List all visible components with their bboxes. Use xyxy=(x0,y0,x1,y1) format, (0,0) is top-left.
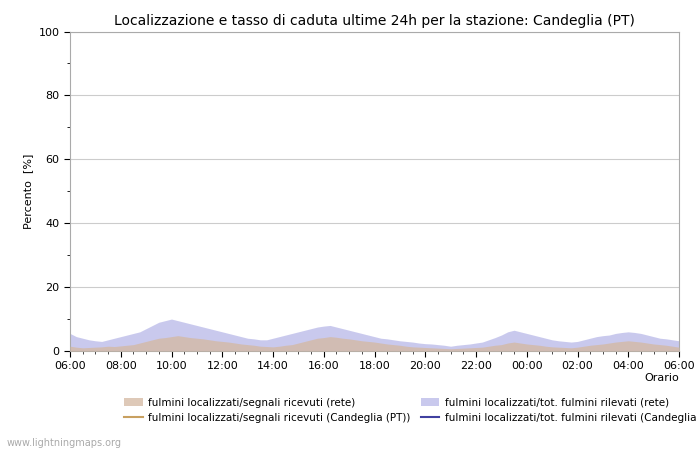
Text: www.lightningmaps.org: www.lightningmaps.org xyxy=(7,438,122,448)
Title: Localizzazione e tasso di caduta ultime 24h per la stazione: Candeglia (PT): Localizzazione e tasso di caduta ultime … xyxy=(114,14,635,27)
Y-axis label: Percento  [%]: Percento [%] xyxy=(23,153,33,229)
Text: Orario: Orario xyxy=(644,374,679,383)
Legend: fulmini localizzati/segnali ricevuti (rete), fulmini localizzati/segnali ricevut: fulmini localizzati/segnali ricevuti (re… xyxy=(124,398,700,423)
